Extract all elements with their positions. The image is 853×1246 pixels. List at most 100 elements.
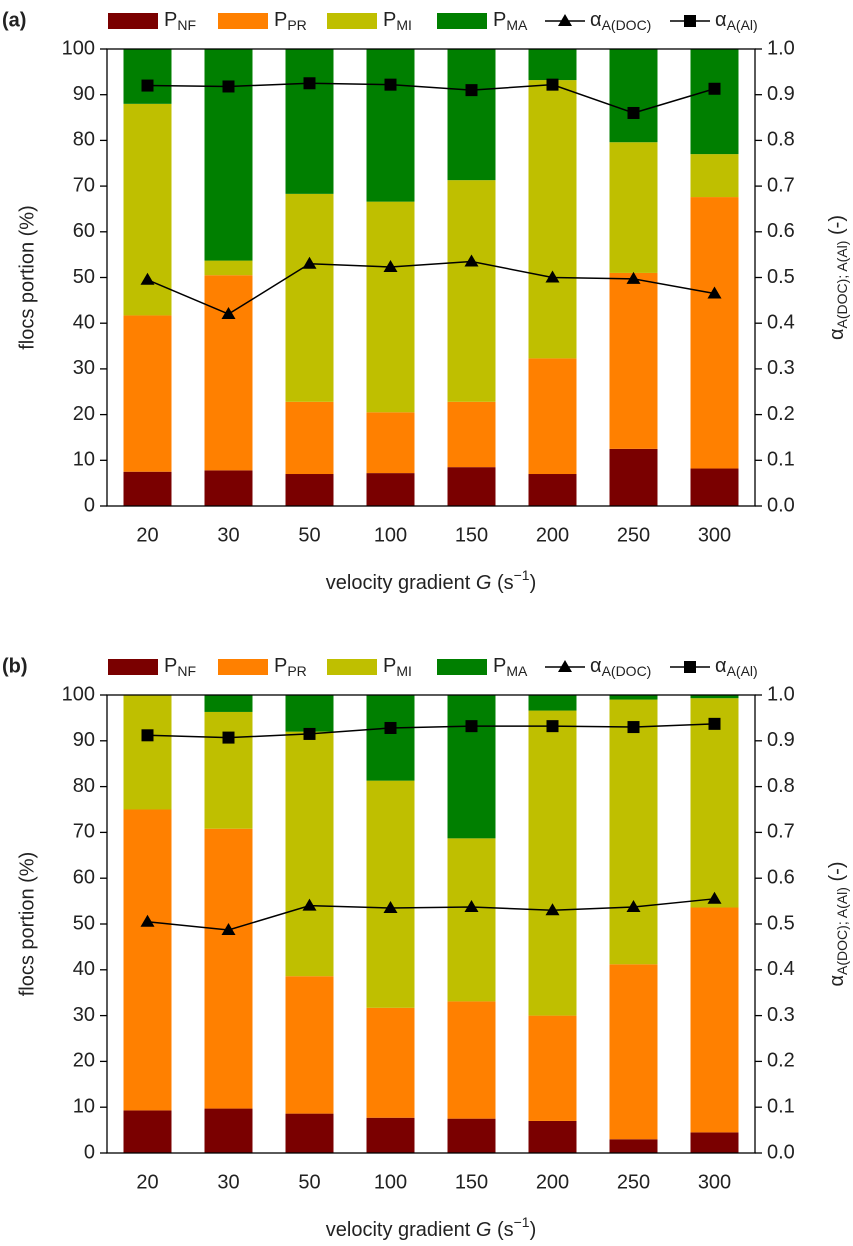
line-marker: [465, 720, 478, 733]
legend-swatch: [437, 659, 487, 675]
bar-segment: [204, 711, 253, 829]
line-marker: [707, 286, 722, 299]
bar-segment: [447, 180, 496, 402]
line-marker: [222, 731, 235, 744]
y-axis-title: flocs portion (%): [16, 205, 38, 350]
legend-swatch: [437, 13, 487, 29]
y2-tick-label: 0.9: [767, 83, 795, 105]
bar-segment: [528, 695, 577, 711]
line-marker: [626, 900, 641, 913]
bar-segment: [609, 49, 658, 143]
y2-axis-title: αA(DOC); A(Al) (-): [826, 215, 849, 340]
line-marker: [141, 729, 154, 742]
bar-segment: [123, 1110, 172, 1153]
line-marker: [383, 259, 398, 272]
y2-tick-label: 0.5: [767, 266, 795, 288]
x-tick-label: 300: [698, 1171, 731, 1193]
legend-swatch: [108, 659, 158, 675]
legend-marker: [684, 15, 696, 27]
y2-tick-label: 0.1: [767, 1095, 795, 1117]
data-line: [147, 260, 715, 315]
line-marker: [546, 720, 559, 733]
y-tick-label: 80: [73, 129, 95, 151]
x-tick-label: 250: [617, 1171, 650, 1193]
legend-swatch: [327, 659, 377, 675]
x-tick-label: 100: [374, 524, 407, 546]
bar-segment: [366, 473, 415, 506]
legend-label: PMI: [383, 655, 412, 678]
bar-segment: [366, 412, 415, 474]
bar-segment: [690, 698, 739, 908]
legend-label: PPR: [274, 655, 307, 678]
x-tick-label: 200: [536, 524, 569, 546]
line-marker: [221, 922, 236, 935]
y2-tick-label: 0.4: [767, 311, 795, 333]
bar-segment: [690, 1132, 739, 1153]
line-marker: [464, 254, 479, 267]
bar-segment: [204, 828, 253, 1109]
y-tick-label: 70: [73, 821, 95, 843]
bar-segment: [285, 49, 334, 194]
bar-segment: [447, 467, 496, 506]
y2-tick-label: 0.2: [767, 1050, 795, 1072]
data-line: [147, 898, 715, 931]
y2-tick-label: 0.0: [767, 1141, 795, 1163]
legend-swatch: [108, 13, 158, 29]
bar-segment: [609, 448, 658, 506]
y-tick-label: 80: [73, 775, 95, 797]
bar-segment: [609, 142, 658, 273]
bar-segment: [123, 315, 172, 472]
line-marker: [626, 271, 641, 284]
line-marker: [302, 898, 317, 911]
line-marker: [627, 721, 640, 734]
legend-swatch: [327, 13, 377, 29]
bar-segment: [447, 1118, 496, 1153]
y2-tick-label: 0.9: [767, 729, 795, 751]
panel-label: (b): [2, 655, 28, 677]
x-axis-title: velocity gradient G (s−1): [326, 567, 537, 595]
legend-swatch: [218, 659, 268, 675]
line-marker: [465, 84, 478, 97]
y-tick-label: 10: [73, 449, 95, 471]
legend-label: PPR: [274, 9, 307, 32]
bar-segment: [366, 695, 415, 781]
y2-tick-label: 0.6: [767, 866, 795, 888]
bar-segment: [690, 695, 739, 699]
x-tick-label: 300: [698, 524, 731, 546]
y-tick-label: 100: [62, 683, 95, 705]
legend-label: PMA: [493, 9, 528, 32]
x-tick-label: 50: [298, 524, 320, 546]
legend-label: PMA: [493, 655, 528, 678]
bar-segment: [690, 468, 739, 506]
line-marker: [140, 914, 155, 927]
legend-swatch: [218, 13, 268, 29]
y2-tick-label: 0.3: [767, 1004, 795, 1026]
bar-segment: [366, 201, 415, 413]
legend-label: αA(Al): [715, 9, 758, 32]
bar-segment: [123, 809, 172, 1111]
bar-segment: [609, 964, 658, 1140]
bar-segment: [285, 731, 334, 977]
bar-segment: [528, 1120, 577, 1153]
bar-segment: [447, 49, 496, 181]
legend-marker: [558, 14, 572, 26]
bar-segment: [204, 470, 253, 506]
bar-segment: [690, 49, 739, 155]
data-line: [147, 723, 715, 739]
legend-label: αA(Al): [715, 655, 758, 678]
y2-tick-label: 0.0: [767, 494, 795, 516]
line-marker: [708, 717, 721, 730]
bar-segment: [204, 1108, 253, 1153]
panel-label: (a): [2, 9, 26, 31]
line-marker: [464, 900, 479, 913]
x-tick-label: 250: [617, 524, 650, 546]
plot-frame: [106, 48, 756, 507]
line-marker: [140, 272, 155, 285]
line-marker: [221, 307, 236, 320]
bar-segment: [447, 695, 496, 839]
y2-tick-label: 0.6: [767, 220, 795, 242]
bar-segment: [204, 260, 253, 276]
bar-segment: [528, 474, 577, 506]
bar-segment: [366, 780, 415, 1008]
y-axis-title: flocs portion (%): [16, 852, 38, 997]
